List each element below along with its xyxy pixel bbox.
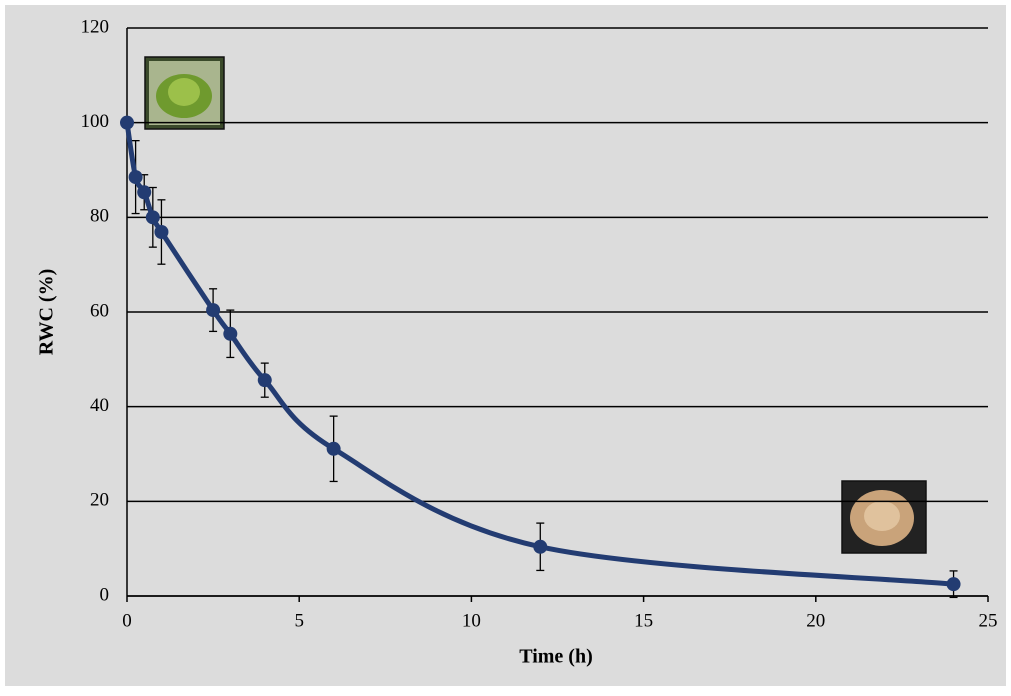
y-tick-label: 60 (90, 300, 109, 321)
data-point (946, 577, 961, 592)
y-tick-label: 0 (100, 584, 110, 605)
data-point (326, 441, 341, 456)
y-tick-label: 20 (90, 490, 109, 511)
x-tick-label: 15 (634, 610, 653, 631)
data-point (154, 225, 169, 240)
data-point (223, 326, 238, 341)
y-tick-label: 100 (81, 111, 110, 132)
fresh-plant-photo (144, 56, 225, 130)
data-point (533, 539, 548, 554)
x-tick-label: 5 (294, 610, 304, 631)
y-axis-title: RWC (%) (36, 269, 58, 356)
x-tick-label: 10 (462, 610, 481, 631)
data-point (206, 303, 221, 318)
data-point (120, 115, 134, 130)
data-point (137, 185, 152, 200)
data-point (145, 210, 160, 225)
y-tick-label: 80 (90, 206, 109, 227)
x-tick-label: 0 (122, 610, 132, 631)
x-tick-label: 25 (979, 610, 998, 631)
x-tick-label: 20 (806, 610, 825, 631)
dry-plant-photo (841, 480, 927, 554)
data-point (257, 373, 272, 388)
x-axis-title: Time (h) (519, 646, 593, 668)
y-tick-label: 120 (81, 16, 110, 37)
y-tick-label: 40 (90, 395, 109, 416)
data-point (128, 170, 143, 185)
